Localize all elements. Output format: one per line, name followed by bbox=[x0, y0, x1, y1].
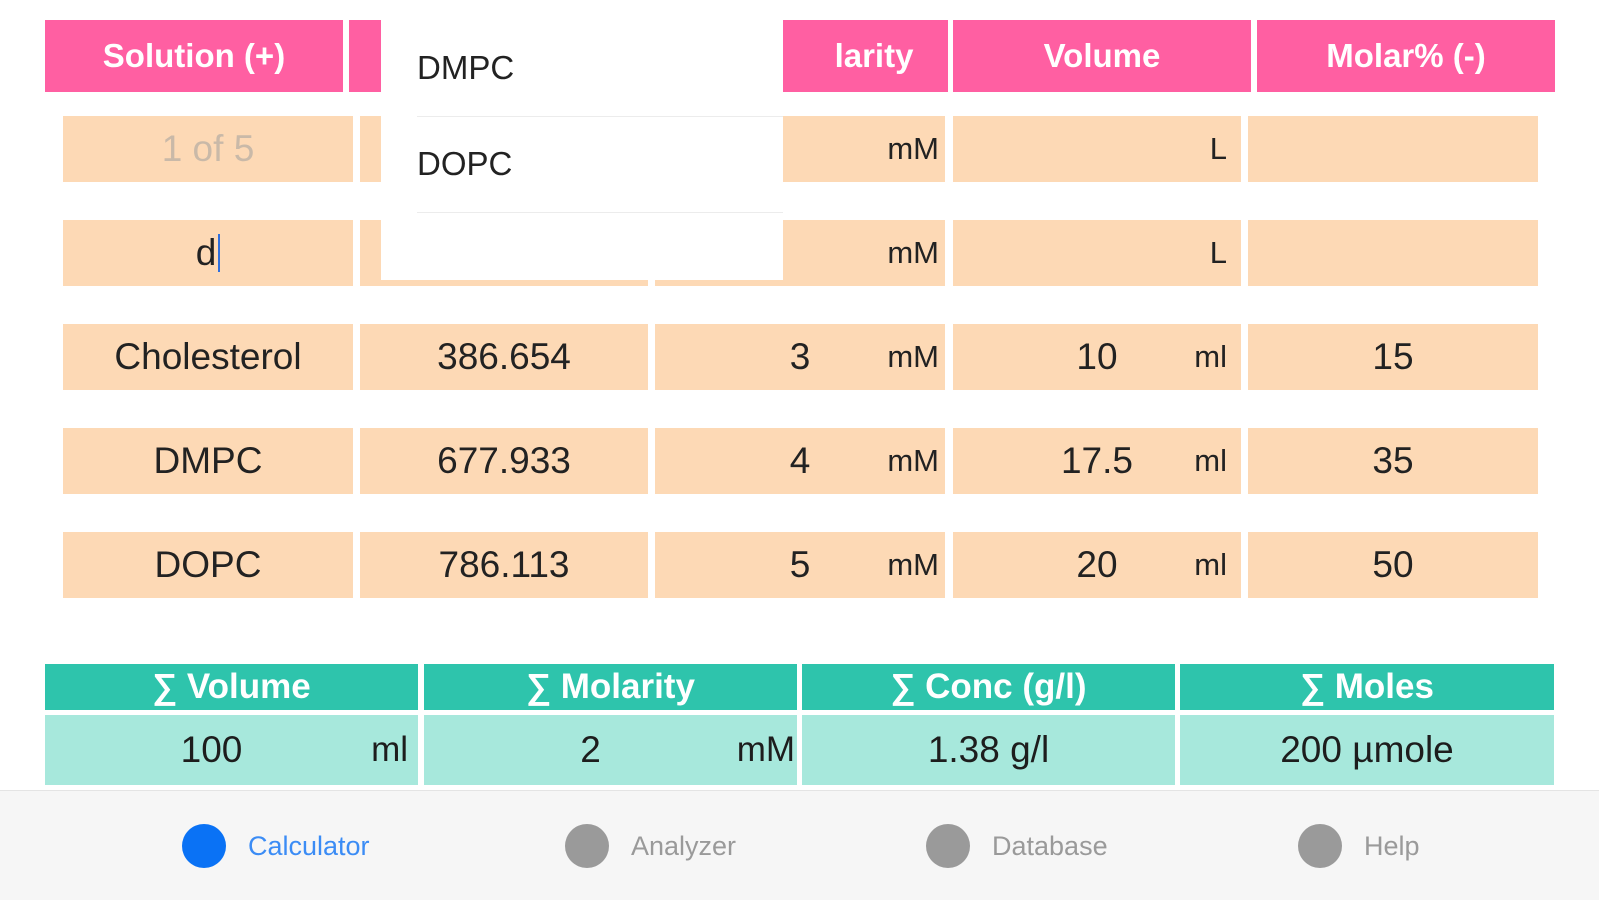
row-1-name-input[interactable]: 1 of 5 bbox=[63, 116, 353, 182]
header-solution-label: Solution (+) bbox=[102, 37, 286, 74]
analyzer-icon bbox=[565, 824, 609, 868]
summary-conc: 1.38 g/l bbox=[802, 715, 1175, 785]
tab-analyzer[interactable]: Analyzer bbox=[565, 791, 736, 901]
row-3-mw-value: 386.654 bbox=[437, 336, 571, 377]
row-3-molarity-unit: mM bbox=[887, 339, 939, 374]
dropdown-option-dopc[interactable]: DOPC bbox=[417, 116, 783, 213]
row-3-name-input[interactable]: Cholesterol bbox=[63, 324, 353, 390]
row-3-volume-input[interactable]: 10 ml bbox=[953, 324, 1241, 390]
row-3-molar-percent-value: 15 bbox=[1372, 336, 1414, 377]
summary-header-moles: ∑ Moles bbox=[1180, 664, 1554, 710]
row-4-volume-value: 17.5 bbox=[1060, 440, 1133, 481]
row-4-molar-percent-input[interactable]: 35 bbox=[1248, 428, 1538, 494]
row-5-mw-input[interactable]: 786.113 bbox=[360, 532, 648, 598]
row-3-volume-unit: ml bbox=[1194, 339, 1227, 374]
row-5-volume-unit: ml bbox=[1194, 547, 1227, 582]
row-5-molarity-value: 5 bbox=[789, 544, 811, 585]
summary-header-molarity: ∑ Molarity bbox=[424, 664, 797, 710]
row-4-name-input[interactable]: DMPC bbox=[63, 428, 353, 494]
row-3-molar-percent-input[interactable]: 15 bbox=[1248, 324, 1538, 390]
row-4-molarity-unit: mM bbox=[887, 443, 939, 478]
summary-volume-value: 100 bbox=[180, 729, 243, 770]
summary-header-volume: ∑ Volume bbox=[45, 664, 418, 710]
tab-calculator[interactable]: Calculator bbox=[182, 791, 370, 901]
tab-database-label: Database bbox=[992, 830, 1108, 861]
dropdown-option-label: DOPC bbox=[417, 145, 513, 182]
text-caret bbox=[218, 234, 221, 272]
summary-header-conc: ∑ Conc (g/l) bbox=[802, 664, 1175, 710]
row-2-name-input[interactable]: d bbox=[63, 220, 353, 286]
summary-header-conc-label: ∑ Conc (g/l) bbox=[890, 667, 1087, 706]
dropdown-option-dmpc[interactable]: DMPC bbox=[417, 20, 783, 117]
row-3-volume-value: 10 bbox=[1076, 336, 1118, 377]
row-5-mw-value: 786.113 bbox=[438, 544, 570, 585]
row-4-volume-unit: ml bbox=[1194, 443, 1227, 478]
summary-molarity-value: 2 bbox=[580, 729, 601, 770]
row-2-name-value: d bbox=[195, 232, 217, 273]
summary-volume-unit: ml bbox=[371, 730, 408, 769]
row-5-volume-input[interactable]: 20 ml bbox=[953, 532, 1241, 598]
row-1-volume-unit: L bbox=[1209, 131, 1227, 166]
tab-analyzer-label: Analyzer bbox=[631, 830, 737, 861]
summary-moles-value: 200 µmole bbox=[1280, 729, 1454, 770]
row-1-name-placeholder: 1 of 5 bbox=[161, 128, 255, 169]
row-5-molar-percent-value: 50 bbox=[1372, 544, 1414, 585]
dropdown-option-empty[interactable] bbox=[417, 212, 783, 280]
autocomplete-dropdown: DMPC DOPC bbox=[381, 20, 783, 280]
summary-header-volume-label: ∑ Volume bbox=[152, 667, 311, 706]
row-2-volume-input[interactable]: L bbox=[953, 220, 1241, 286]
row-4-name-value: DMPC bbox=[153, 440, 263, 481]
header-solution[interactable]: Solution (+) bbox=[45, 20, 343, 92]
header-molar-percent[interactable]: Molar% (-) bbox=[1257, 20, 1555, 92]
row-4-molarity-value: 4 bbox=[789, 440, 811, 481]
help-icon bbox=[1298, 824, 1342, 868]
summary-moles: 200 µmole bbox=[1180, 715, 1554, 785]
row-1-volume-input[interactable]: L bbox=[953, 116, 1241, 182]
row-3-mw-input[interactable]: 386.654 bbox=[360, 324, 648, 390]
row-4-mw-input[interactable]: 677.933 bbox=[360, 428, 648, 494]
row-1-molarity-unit: mM bbox=[887, 131, 939, 166]
row-4-volume-input[interactable]: 17.5 ml bbox=[953, 428, 1241, 494]
row-5-molarity-unit: mM bbox=[887, 547, 939, 582]
dropdown-option-label: DMPC bbox=[417, 49, 515, 86]
tab-database[interactable]: Database bbox=[926, 791, 1108, 901]
row-3-name-value: Cholesterol bbox=[114, 336, 302, 377]
row-2-volume-unit: L bbox=[1209, 235, 1227, 270]
summary-molarity: 2 mM bbox=[424, 715, 797, 785]
row-1-molar-percent-input[interactable] bbox=[1248, 116, 1538, 182]
row-5-molar-percent-input[interactable]: 50 bbox=[1248, 532, 1538, 598]
row-4-molarity-input[interactable]: 4 mM bbox=[655, 428, 945, 494]
calculator-icon bbox=[182, 824, 226, 868]
header-molarity-label: larity bbox=[834, 37, 914, 74]
tab-help-label: Help bbox=[1364, 830, 1420, 861]
summary-molarity-unit: mM bbox=[736, 730, 795, 769]
summary-volume: 100 ml bbox=[45, 715, 418, 785]
header-volume-label: Volume bbox=[1043, 37, 1161, 74]
row-3-molarity-value: 3 bbox=[789, 336, 811, 377]
summary-conc-value: 1.38 g/l bbox=[927, 729, 1050, 770]
summary-header-moles-label: ∑ Moles bbox=[1300, 667, 1434, 706]
row-5-name-value: DOPC bbox=[154, 544, 262, 585]
tab-help[interactable]: Help bbox=[1298, 791, 1420, 901]
row-4-mw-value: 677.933 bbox=[437, 440, 571, 481]
header-molar-percent-label: Molar% (-) bbox=[1326, 37, 1486, 74]
header-volume[interactable]: Volume bbox=[953, 20, 1251, 92]
row-5-name-input[interactable]: DOPC bbox=[63, 532, 353, 598]
tab-calculator-label: Calculator bbox=[248, 830, 370, 861]
row-2-molarity-unit: mM bbox=[887, 235, 939, 270]
summary-header-molarity-label: ∑ Molarity bbox=[526, 667, 695, 706]
row-5-molarity-input[interactable]: 5 mM bbox=[655, 532, 945, 598]
row-4-molar-percent-value: 35 bbox=[1372, 440, 1414, 481]
row-3-molarity-input[interactable]: 3 mM bbox=[655, 324, 945, 390]
tab-bar: Calculator Analyzer Database Help bbox=[0, 790, 1599, 900]
database-icon bbox=[926, 824, 970, 868]
row-5-volume-value: 20 bbox=[1076, 544, 1118, 585]
row-2-molar-percent-input[interactable] bbox=[1248, 220, 1538, 286]
